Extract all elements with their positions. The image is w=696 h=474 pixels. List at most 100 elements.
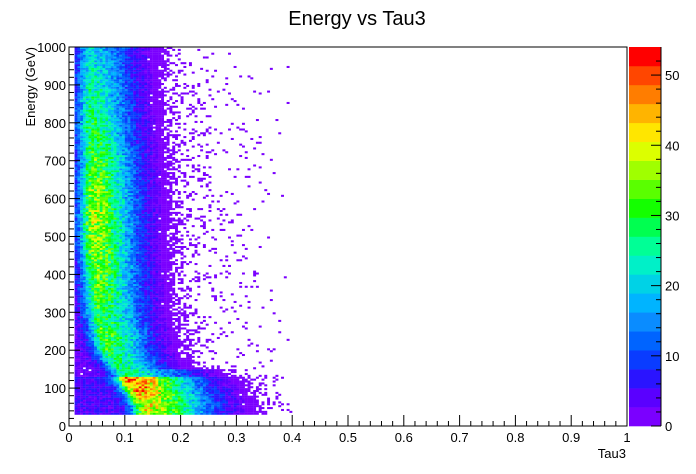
heatmap-cell bbox=[147, 251, 151, 254]
heatmap-cell bbox=[110, 357, 114, 360]
heatmap-cell bbox=[183, 399, 187, 402]
heatmap-cell bbox=[127, 333, 131, 336]
heatmap-cell bbox=[149, 272, 153, 275]
heatmap-cell bbox=[144, 352, 148, 355]
heatmap-cell bbox=[122, 340, 125, 343]
heatmap-cell bbox=[197, 325, 201, 328]
heatmap-cell bbox=[108, 236, 111, 239]
heatmap-cell bbox=[130, 274, 134, 277]
heatmap-cell bbox=[194, 382, 198, 385]
heatmap-cell bbox=[147, 227, 151, 230]
heatmap-cell bbox=[113, 247, 117, 250]
heatmap-cell bbox=[127, 348, 131, 351]
heatmap-cell bbox=[85, 374, 89, 377]
heatmap-cell bbox=[124, 374, 128, 377]
heatmap-cell bbox=[230, 371, 234, 374]
heatmap-cell bbox=[110, 227, 114, 230]
heatmap-cell bbox=[110, 319, 114, 322]
heatmap-cell bbox=[105, 253, 109, 256]
heatmap-cell bbox=[102, 319, 106, 322]
heatmap-cell bbox=[116, 410, 120, 413]
heatmap-cell bbox=[200, 393, 204, 396]
heatmap-cell bbox=[80, 266, 84, 269]
heatmap-cell bbox=[127, 327, 131, 330]
heatmap-cell bbox=[177, 346, 181, 349]
heatmap-cell bbox=[144, 390, 148, 393]
heatmap-cell bbox=[175, 412, 178, 415]
heatmap-cell bbox=[169, 236, 173, 239]
heatmap-cell bbox=[244, 395, 248, 398]
heatmap-cell bbox=[96, 344, 100, 347]
heatmap-cell bbox=[161, 408, 165, 411]
heatmap-cell bbox=[133, 329, 137, 332]
heatmap-cell bbox=[144, 245, 148, 249]
heatmap-cell bbox=[124, 257, 128, 260]
heatmap-cell bbox=[169, 263, 173, 266]
heatmap-cell bbox=[99, 310, 103, 313]
heatmap-cell bbox=[186, 247, 190, 250]
heatmap-cell bbox=[175, 325, 178, 328]
heatmap-cell bbox=[88, 412, 92, 415]
heatmap-cell bbox=[144, 316, 148, 319]
heatmap-cell bbox=[88, 291, 92, 294]
heatmap-cell bbox=[141, 261, 145, 264]
heatmap-cell bbox=[85, 390, 89, 393]
heatmap-cell bbox=[113, 357, 117, 360]
heatmap-cell bbox=[133, 359, 137, 362]
heatmap-cell bbox=[102, 300, 106, 303]
heatmap-cell bbox=[194, 403, 198, 406]
heatmap-cell bbox=[135, 255, 139, 258]
heatmap-cell bbox=[108, 221, 111, 224]
heatmap-cell bbox=[119, 353, 123, 357]
heatmap-cell bbox=[116, 391, 120, 394]
heatmap-cell bbox=[91, 367, 95, 370]
heatmap-cell bbox=[236, 412, 240, 415]
heatmap-cell bbox=[149, 217, 153, 220]
heatmap-cell bbox=[152, 325, 156, 328]
heatmap-cell bbox=[85, 401, 89, 404]
heatmap-cell bbox=[147, 272, 151, 275]
heatmap-cell bbox=[91, 217, 95, 220]
heatmap-cell bbox=[166, 410, 170, 413]
heatmap-cell bbox=[130, 278, 134, 281]
heatmap-cell bbox=[105, 335, 109, 338]
heatmap-cell bbox=[222, 390, 226, 393]
heatmap-cell bbox=[219, 388, 223, 391]
heatmap-cell bbox=[141, 295, 145, 298]
heatmap-cells bbox=[74, 47, 293, 415]
heatmap-cell bbox=[161, 263, 165, 266]
heatmap-cell bbox=[127, 395, 131, 398]
heatmap-cell bbox=[161, 236, 165, 239]
heatmap-cell bbox=[127, 281, 131, 285]
heatmap-cell bbox=[149, 261, 153, 264]
heatmap-cell bbox=[77, 405, 81, 408]
heatmap-cell bbox=[119, 272, 123, 275]
heatmap-cell bbox=[205, 367, 209, 370]
heatmap-cell bbox=[130, 255, 134, 258]
heatmap-cell bbox=[183, 306, 187, 309]
heatmap-cell bbox=[158, 378, 162, 381]
heatmap-cell bbox=[82, 321, 86, 324]
heatmap-cell bbox=[99, 223, 103, 226]
heatmap-cell bbox=[80, 213, 84, 216]
heatmap-cell bbox=[108, 225, 111, 228]
heatmap-cell bbox=[74, 247, 78, 250]
heatmap-cell bbox=[191, 355, 195, 358]
heatmap-cell bbox=[74, 242, 78, 245]
heatmap-cell bbox=[133, 215, 137, 218]
heatmap-cell bbox=[116, 376, 120, 379]
heatmap-cell bbox=[82, 333, 86, 336]
heatmap-cell bbox=[233, 310, 237, 313]
heatmap-cell bbox=[113, 403, 117, 406]
heatmap-cell bbox=[110, 390, 114, 393]
heatmap-cell bbox=[244, 247, 248, 250]
heatmap-cell bbox=[122, 403, 125, 406]
heatmap-cell bbox=[149, 234, 153, 237]
heatmap-cell bbox=[127, 245, 131, 249]
heatmap-cell bbox=[113, 257, 117, 260]
heatmap-cell bbox=[122, 283, 125, 286]
heatmap-cell bbox=[169, 359, 173, 362]
heatmap-cell bbox=[74, 255, 78, 258]
heatmap-cell bbox=[155, 340, 159, 343]
heatmap-cell bbox=[275, 395, 279, 398]
